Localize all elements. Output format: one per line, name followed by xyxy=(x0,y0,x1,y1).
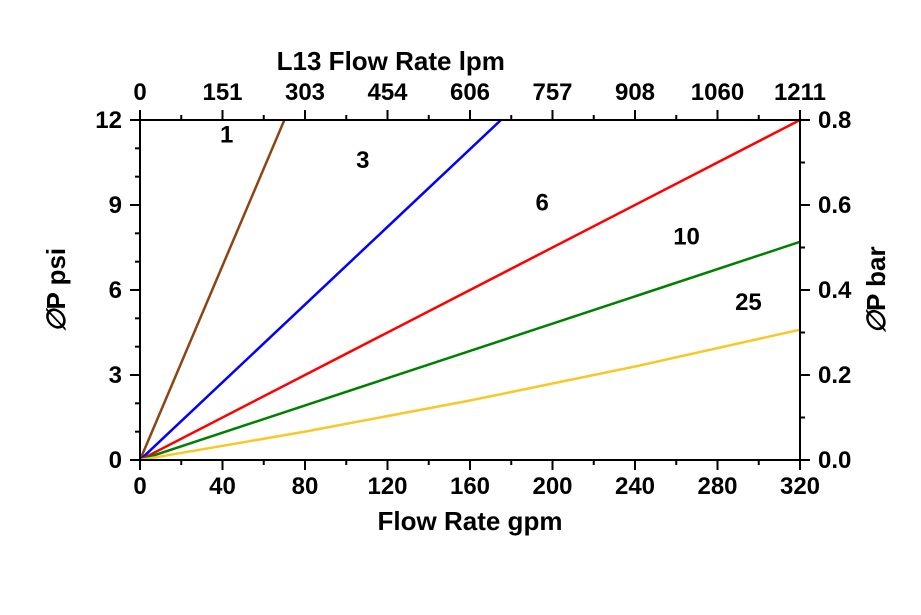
tick-label-top: 303 xyxy=(285,79,325,106)
tick-label-top: 606 xyxy=(450,79,490,106)
tick-label-top: 1060 xyxy=(691,79,744,106)
tick-label-left: 3 xyxy=(109,362,122,389)
tick-label-bottom: 0 xyxy=(133,473,146,500)
series-label-10: 10 xyxy=(673,224,700,251)
tick-label-bottom: 240 xyxy=(615,473,655,500)
tick-label-left: 12 xyxy=(95,107,122,134)
tick-label-right: 0.2 xyxy=(818,362,851,389)
bottom-axis-title: Flow Rate gpm xyxy=(378,506,563,536)
tick-label-top: 151 xyxy=(202,79,242,106)
top-axis-title: L13 Flow Rate lpm xyxy=(277,46,505,76)
right-axis-title: ∅P bar xyxy=(861,246,891,333)
tick-label-top: 454 xyxy=(367,79,408,106)
tick-label-bottom: 320 xyxy=(780,473,820,500)
tick-label-bottom: 280 xyxy=(697,473,737,500)
tick-label-bottom: 40 xyxy=(209,473,236,500)
tick-label-left: 6 xyxy=(109,277,122,304)
tick-label-bottom: 200 xyxy=(532,473,572,500)
tick-label-top: 0 xyxy=(133,79,146,106)
tick-label-right: 0.8 xyxy=(818,107,851,134)
left-axis-title: ∅P psi xyxy=(41,248,71,332)
tick-label-right: 0.0 xyxy=(818,447,851,474)
series-label-25: 25 xyxy=(735,289,762,316)
tick-label-top: 1211 xyxy=(774,79,826,106)
tick-label-bottom: 160 xyxy=(450,473,490,500)
flow-rate-chart: 0408012016020024028032001513034546067579… xyxy=(0,0,921,615)
tick-label-bottom: 120 xyxy=(367,473,407,500)
series-label-3: 3 xyxy=(356,147,369,174)
tick-label-left: 0 xyxy=(109,447,122,474)
series-label-1: 1 xyxy=(220,122,233,149)
tick-label-top: 908 xyxy=(615,79,655,106)
tick-label-top: 757 xyxy=(532,79,572,106)
tick-label-bottom: 80 xyxy=(292,473,319,500)
tick-label-left: 9 xyxy=(109,192,122,219)
series-label-6: 6 xyxy=(536,190,549,217)
chart-svg: 0408012016020024028032001513034546067579… xyxy=(0,0,921,615)
tick-label-right: 0.6 xyxy=(818,192,851,219)
tick-label-right: 0.4 xyxy=(818,277,852,304)
